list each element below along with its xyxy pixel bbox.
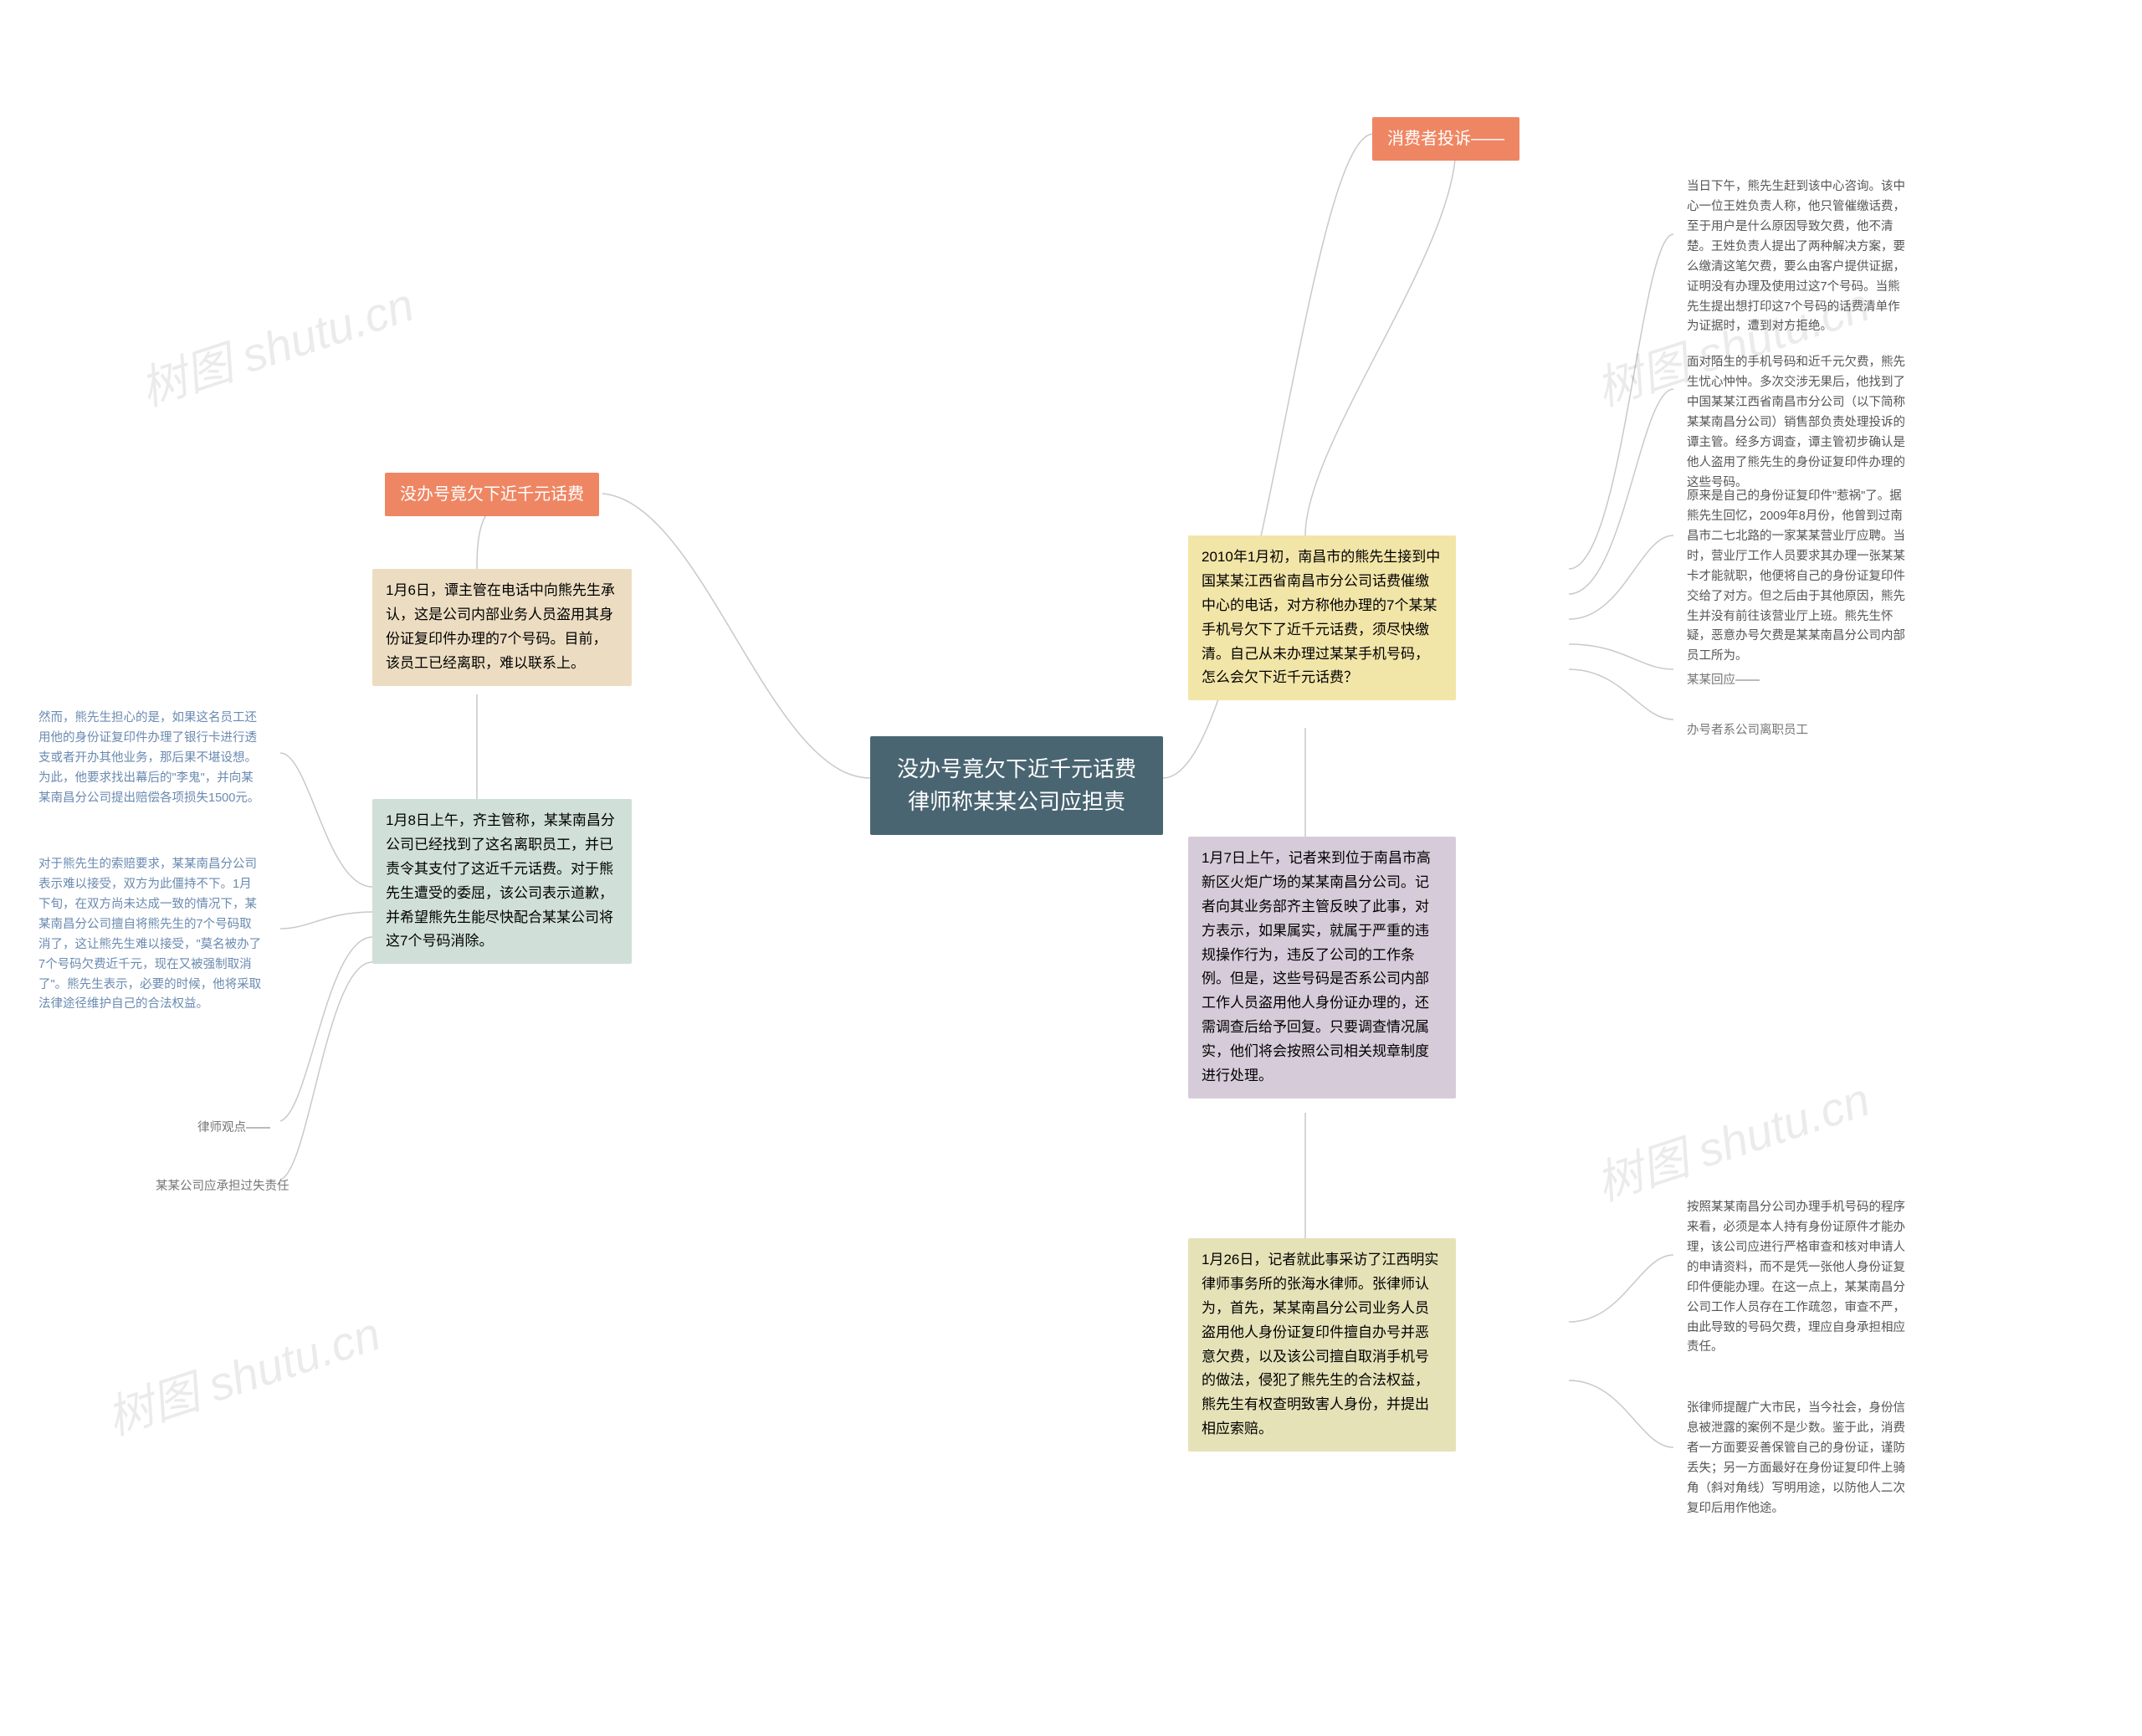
right-note-6: 按照某某南昌分公司办理手机号码的程序来看，必须是本人持有身份证原件才能办理，该公… [1673, 1188, 1924, 1368]
right-box-3: 1月26日，记者就此事采访了江西明实律师事务所的张海水律师。张律师认为，首先，某… [1188, 1238, 1456, 1452]
right-note-5: 办号者系公司离职员工 [1673, 711, 1822, 751]
left-note-3: 律师观点—— [184, 1109, 284, 1149]
root-node: 没办号竟欠下近千元话费 律师称某某公司应担责 [870, 736, 1163, 835]
left-note-4: 某某公司应承担过失责任 [142, 1167, 303, 1207]
root-line1: 没办号竟欠下近千元话费 [890, 753, 1143, 786]
watermark: 树图 shutu.cn [131, 268, 422, 420]
right-box-2: 1月7日上午，记者来到位于南昌市高新区火炬广场的某某南昌分公司。记者向其业务部齐… [1188, 837, 1456, 1098]
root-line2: 律师称某某公司应担责 [890, 786, 1143, 818]
right-note-7: 张律师提醒广大市民，当今社会，身份信息被泄露的案例不是少数。鉴于此，消费者一方面… [1673, 1389, 1924, 1529]
right-note-4: 某某回应—— [1673, 661, 1773, 701]
left-note-1: 然而，熊先生担心的是，如果这名员工还用他的身份证复印件办理了银行卡进行透支或者开… [25, 699, 276, 819]
right-note-3: 原来是自己的身份证复印件"惹祸"了。据熊先生回忆，2009年8月份，他曾到过南昌… [1673, 477, 1924, 677]
right-note-1: 当日下午，熊先生赶到该中心咨询。该中心一位王姓负责人称，他只管催缴话费，至于用户… [1673, 167, 1924, 347]
left-box-2: 1月8日上午，齐主管称，某某南昌分公司已经找到了这名离职员工，并已责令其支付了这… [372, 799, 632, 964]
right-box-1: 2010年1月初，南昌市的熊先生接到中国某某江西省南昌市分公司话费催缴中心的电话… [1188, 535, 1456, 700]
right-header: 消费者投诉—— [1372, 117, 1519, 161]
left-header: 没办号竟欠下近千元话费 [385, 473, 599, 516]
watermark: 树图 shutu.cn [97, 1297, 388, 1449]
left-note-2: 对于熊先生的索赔要求，某某南昌分公司表示难以接受，双方为此僵持不下。1月下旬，在… [25, 845, 276, 1025]
left-box-1: 1月6日，谭主管在电话中向熊先生承认，这是公司内部业务人员盗用其身份证复印件办理… [372, 569, 632, 686]
